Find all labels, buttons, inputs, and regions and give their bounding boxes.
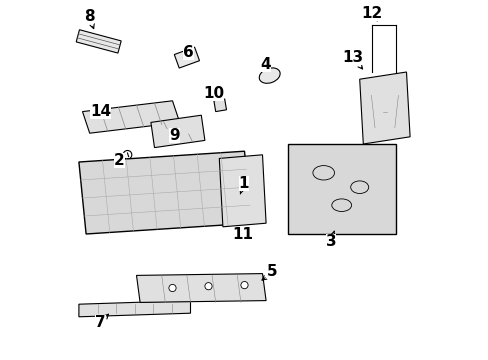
Text: 4: 4 (260, 57, 270, 72)
Circle shape (204, 283, 212, 290)
Text: 11: 11 (232, 226, 253, 242)
Polygon shape (79, 301, 190, 317)
Ellipse shape (259, 68, 280, 83)
Text: 8: 8 (83, 9, 94, 29)
Text: 1: 1 (238, 176, 248, 194)
Text: 2: 2 (114, 153, 124, 168)
Polygon shape (174, 47, 199, 68)
Text: 5: 5 (262, 264, 277, 280)
Polygon shape (287, 144, 395, 234)
Polygon shape (76, 30, 121, 53)
Text: 13: 13 (342, 50, 363, 69)
Polygon shape (82, 101, 179, 133)
Text: 6: 6 (183, 45, 194, 60)
Polygon shape (79, 151, 251, 234)
Text: 10: 10 (203, 86, 224, 101)
Polygon shape (136, 274, 265, 302)
Circle shape (241, 282, 247, 289)
Text: 3: 3 (325, 231, 336, 249)
Text: 7: 7 (95, 314, 108, 330)
Text: 14: 14 (90, 104, 111, 119)
Polygon shape (219, 155, 265, 227)
Polygon shape (359, 72, 409, 144)
Circle shape (168, 284, 176, 292)
Polygon shape (213, 99, 226, 112)
Text: 12: 12 (361, 6, 382, 21)
Polygon shape (151, 115, 204, 148)
Text: 9: 9 (169, 127, 179, 143)
